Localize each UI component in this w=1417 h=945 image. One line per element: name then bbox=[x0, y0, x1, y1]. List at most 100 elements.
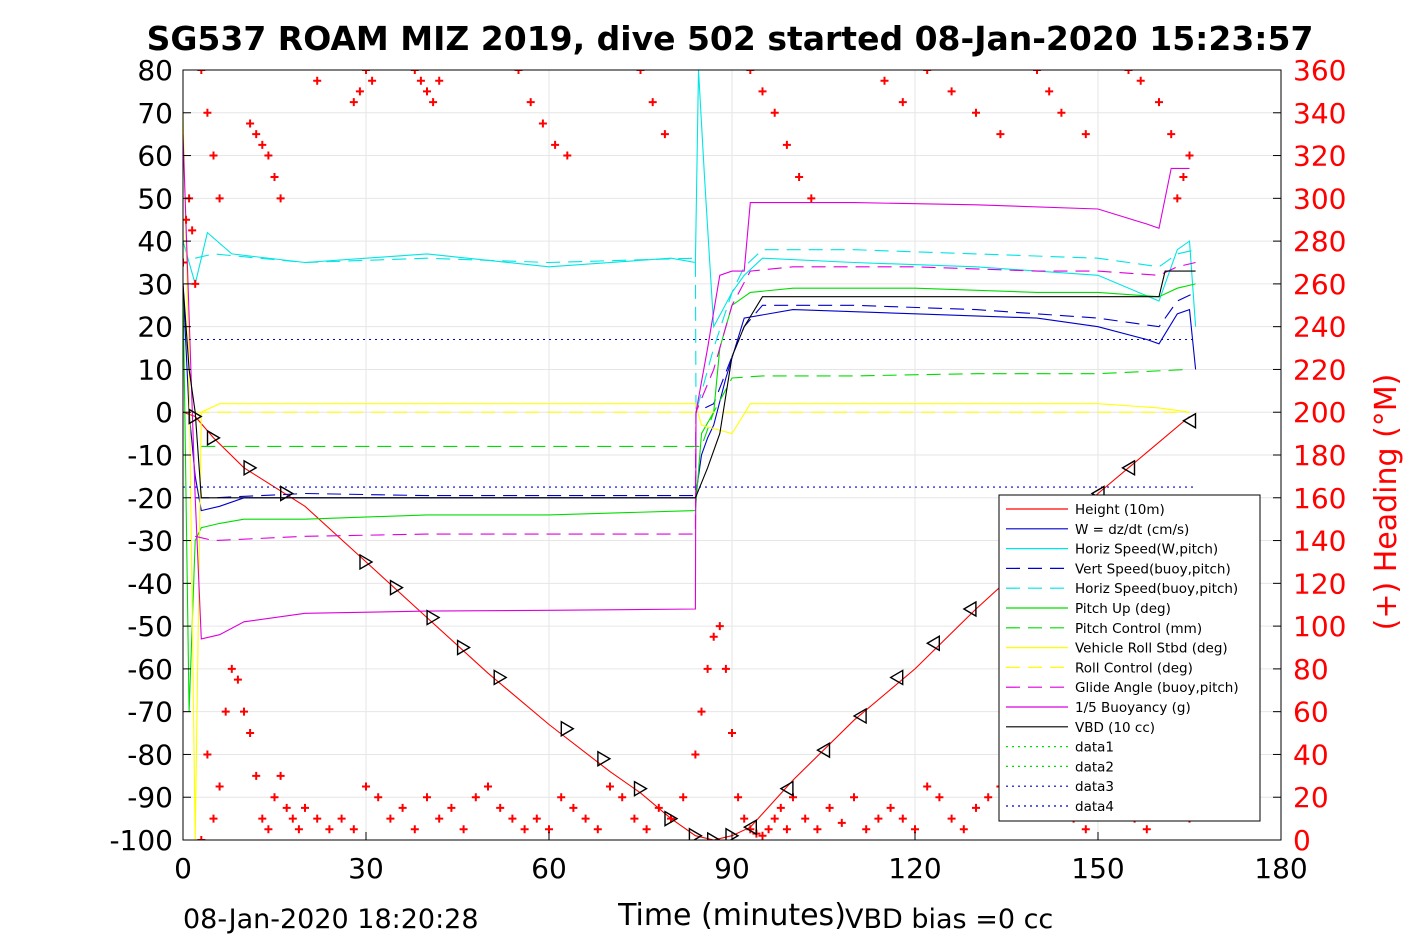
heading-marker bbox=[362, 782, 370, 791]
right-tick-label: 100 bbox=[1293, 610, 1346, 643]
right-tick-label: 40 bbox=[1293, 738, 1329, 771]
y-tick-label: -30 bbox=[127, 525, 173, 558]
heading-marker bbox=[630, 814, 639, 823]
right-tick-label: 20 bbox=[1293, 781, 1329, 814]
waypoint-marker bbox=[188, 408, 203, 425]
heading-marker bbox=[667, 814, 675, 823]
waypoint-marker bbox=[243, 459, 258, 477]
right-tick-label: 140 bbox=[1293, 525, 1346, 558]
right-tick-label: 280 bbox=[1293, 225, 1346, 258]
heading-marker bbox=[563, 151, 572, 160]
series-line-10 bbox=[183, 134, 1190, 640]
heading-marker bbox=[959, 825, 968, 834]
y-tick-label: 60 bbox=[137, 140, 173, 173]
series-line-11 bbox=[183, 270, 1196, 499]
heading-marker bbox=[337, 814, 346, 823]
heading-marker bbox=[258, 140, 267, 149]
legend-entry: VBD (10 cc) bbox=[1075, 720, 1155, 736]
x-tick-label: 90 bbox=[714, 852, 750, 885]
heading-marker bbox=[270, 793, 279, 802]
legend-entry: Glide Angle (buoy,pitch) bbox=[1075, 680, 1239, 696]
heading-marker bbox=[191, 279, 200, 288]
waypoint-marker bbox=[962, 600, 977, 618]
heading-marker bbox=[233, 675, 242, 684]
y-tick-label: 70 bbox=[137, 97, 173, 130]
heading-marker bbox=[1142, 825, 1151, 834]
heading-marker bbox=[770, 814, 779, 823]
heading-marker bbox=[728, 729, 736, 738]
heading-marker bbox=[545, 825, 553, 834]
waypoint-marker bbox=[664, 810, 679, 827]
heading-marker bbox=[697, 707, 706, 716]
heading-marker bbox=[447, 803, 456, 812]
heading-marker bbox=[215, 194, 224, 203]
waypoint-marker bbox=[633, 780, 648, 797]
heading-marker bbox=[947, 87, 956, 96]
heading-marker bbox=[270, 172, 279, 181]
heading-marker bbox=[197, 70, 206, 74]
y-tick-label: 0 bbox=[155, 396, 173, 429]
waypoint-marker bbox=[742, 818, 757, 836]
waypoint-marker bbox=[779, 780, 794, 797]
heading-marker bbox=[569, 803, 578, 812]
waypoint-marker bbox=[816, 741, 831, 759]
heading-marker bbox=[276, 771, 285, 780]
y-tick-label: 40 bbox=[137, 225, 173, 258]
legend-entry: data2 bbox=[1075, 759, 1114, 775]
heading-marker bbox=[862, 825, 871, 834]
heading-marker bbox=[410, 825, 419, 834]
heading-marker bbox=[282, 803, 291, 812]
heading-marker bbox=[996, 130, 1005, 139]
heading-marker bbox=[1081, 825, 1090, 834]
legend-entry: Pitch Up (deg) bbox=[1075, 601, 1171, 617]
heading-marker bbox=[935, 793, 944, 802]
heading-marker bbox=[1033, 70, 1041, 74]
right-tick-label: 80 bbox=[1293, 653, 1329, 686]
legend-entry: Horiz Speed(buoy,pitch) bbox=[1075, 581, 1238, 597]
heading-marker bbox=[898, 98, 907, 107]
heading-marker bbox=[825, 803, 834, 812]
heading-marker bbox=[246, 729, 255, 738]
x-tick-label: 150 bbox=[1071, 852, 1124, 885]
right-tick-label: 0 bbox=[1293, 824, 1311, 857]
heading-marker bbox=[923, 782, 932, 791]
heading-marker bbox=[252, 130, 261, 139]
heading-marker bbox=[368, 76, 377, 85]
heading-marker bbox=[703, 664, 712, 673]
heading-marker bbox=[1185, 151, 1194, 160]
footer-vbd-bias: VBD bias =0 cc bbox=[845, 904, 1053, 935]
heading-marker bbox=[850, 793, 858, 802]
heading-marker bbox=[642, 825, 651, 834]
heading-marker bbox=[538, 119, 547, 128]
heading-marker bbox=[203, 108, 212, 117]
right-tick-label: 320 bbox=[1293, 140, 1346, 173]
heading-marker bbox=[301, 803, 309, 812]
heading-marker bbox=[746, 70, 755, 74]
y-tick-label: -40 bbox=[127, 567, 173, 600]
x-axis-label: Time (minutes) bbox=[617, 898, 846, 933]
heading-marker bbox=[423, 87, 431, 96]
heading-marker bbox=[1045, 87, 1054, 96]
heading-marker bbox=[203, 750, 212, 759]
heading-marker bbox=[1167, 130, 1176, 139]
series-line-7 bbox=[183, 112, 1190, 840]
x-tick-label: 60 bbox=[531, 852, 567, 885]
waypoint-marker bbox=[707, 831, 722, 840]
waypoint-marker bbox=[925, 635, 940, 652]
heading-marker bbox=[593, 825, 602, 834]
heading-marker bbox=[618, 793, 627, 802]
heading-marker bbox=[660, 130, 669, 139]
right-tick-label: 360 bbox=[1293, 54, 1346, 87]
heading-marker bbox=[581, 814, 590, 823]
right-tick-label: 340 bbox=[1293, 97, 1346, 130]
heading-marker bbox=[416, 76, 425, 85]
legend-entry: Vehicle Roll Stbd (deg) bbox=[1075, 641, 1228, 657]
heading-marker bbox=[972, 803, 980, 812]
heading-marker bbox=[636, 70, 645, 74]
heading-marker bbox=[435, 76, 444, 85]
heading-marker bbox=[715, 622, 724, 631]
heading-marker bbox=[551, 140, 560, 149]
heading-marker bbox=[514, 70, 523, 74]
heading-marker bbox=[813, 825, 822, 834]
